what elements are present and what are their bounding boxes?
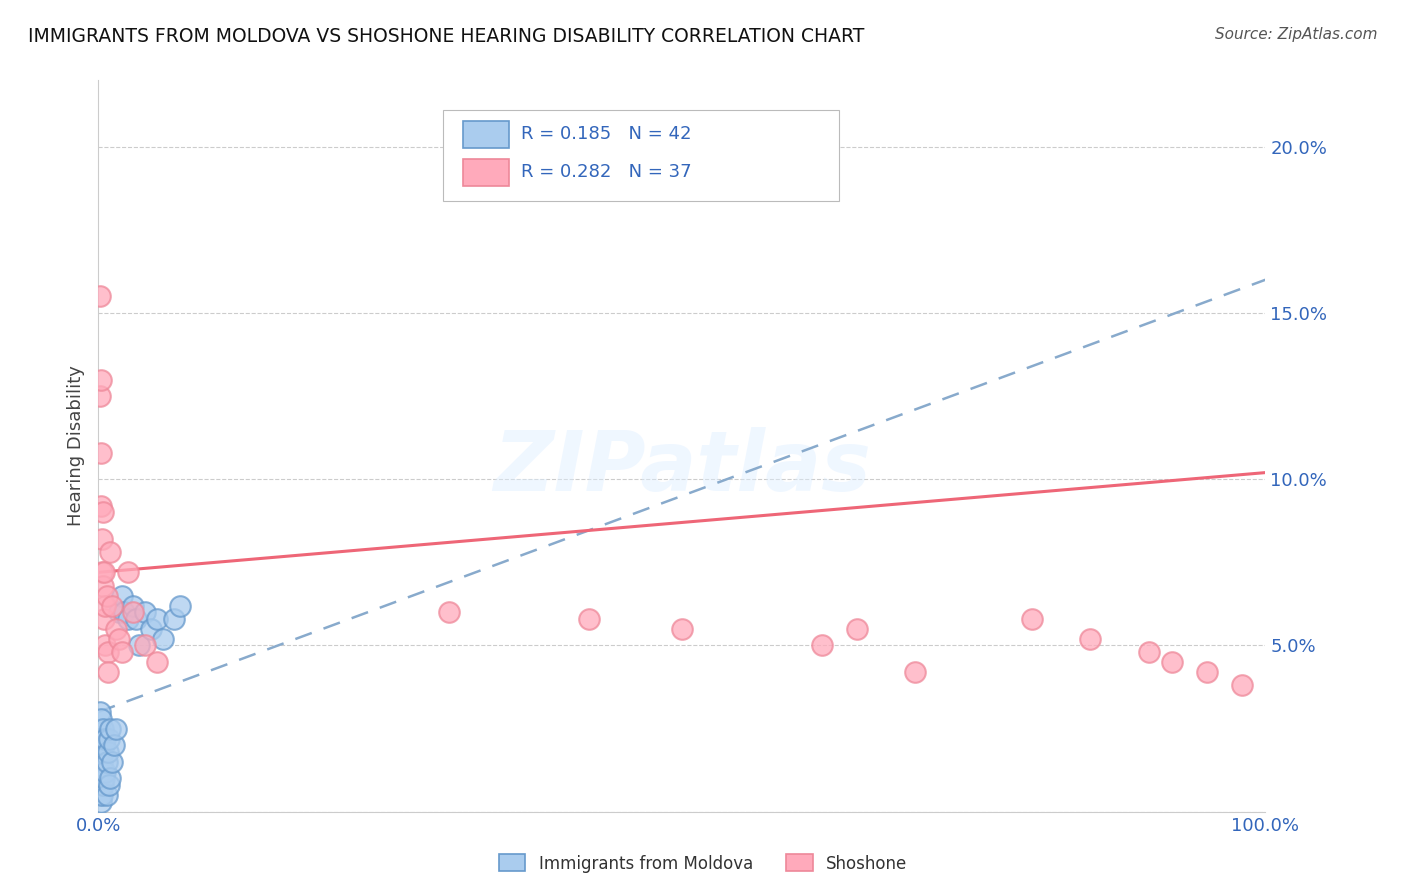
Y-axis label: Hearing Disability: Hearing Disability [66, 366, 84, 526]
Point [90, 445, 112, 459]
Point [111, 645, 134, 659]
Point [122, 605, 145, 619]
Point [846, 622, 869, 636]
Point [108, 605, 131, 619]
Point [91, 506, 114, 520]
Point [93, 738, 115, 752]
Point [163, 612, 186, 626]
Point [122, 599, 145, 613]
Point [89, 722, 111, 736]
Point [90, 731, 112, 746]
Point [1021, 612, 1043, 626]
Point [90, 499, 112, 513]
Point [103, 738, 125, 752]
Point [98, 772, 121, 786]
Point [134, 639, 156, 653]
Point [98, 722, 121, 736]
Point [89, 289, 111, 303]
Point [128, 639, 150, 653]
Point [98, 545, 121, 559]
Point [671, 622, 693, 636]
Point [97, 778, 120, 792]
Point [90, 755, 112, 769]
Point [152, 632, 174, 646]
Point [169, 599, 191, 613]
Point [90, 738, 112, 752]
Point [101, 755, 124, 769]
FancyBboxPatch shape [443, 110, 839, 201]
Point [91, 778, 114, 792]
Point [94, 599, 117, 613]
Point [97, 665, 120, 679]
Point [111, 589, 134, 603]
Point [96, 755, 118, 769]
Point [112, 605, 135, 619]
Point [97, 645, 120, 659]
Point [1195, 665, 1218, 679]
Point [117, 612, 139, 626]
Point [97, 745, 120, 759]
Point [104, 622, 127, 636]
Point [94, 639, 117, 653]
Point [437, 605, 460, 619]
Point [93, 772, 115, 786]
Point [146, 655, 169, 669]
Point [90, 566, 112, 580]
Point [146, 612, 169, 626]
Point [134, 605, 156, 619]
Point [89, 772, 111, 786]
Point [125, 612, 148, 626]
Point [96, 589, 118, 603]
Point [1230, 678, 1253, 692]
Point [90, 372, 112, 386]
FancyBboxPatch shape [463, 120, 509, 148]
Point [89, 705, 111, 719]
Point [117, 566, 139, 580]
Point [90, 795, 112, 809]
Text: ZIPatlas: ZIPatlas [494, 427, 870, 508]
Point [90, 764, 112, 779]
Point [89, 788, 111, 802]
Text: Source: ZipAtlas.com: Source: ZipAtlas.com [1215, 27, 1378, 42]
Point [93, 566, 115, 580]
Point [904, 665, 927, 679]
Point [90, 788, 112, 802]
Point [1137, 645, 1160, 659]
Point [90, 712, 112, 726]
Point [89, 745, 111, 759]
Point [91, 722, 114, 736]
Point [1161, 655, 1184, 669]
Point [104, 722, 127, 736]
Text: R = 0.282   N = 37: R = 0.282 N = 37 [520, 162, 692, 181]
FancyBboxPatch shape [463, 159, 509, 186]
Point [90, 532, 112, 546]
Point [1080, 632, 1102, 646]
Point [97, 731, 120, 746]
Point [94, 764, 117, 779]
Point [101, 599, 124, 613]
Point [91, 579, 114, 593]
Point [108, 632, 131, 646]
Point [578, 612, 600, 626]
Legend: Immigrants from Moldova, Shoshone: Immigrants from Moldova, Shoshone [492, 847, 914, 880]
Point [93, 612, 115, 626]
Point [89, 389, 111, 403]
Text: R = 0.185   N = 42: R = 0.185 N = 42 [520, 125, 692, 143]
Point [139, 622, 162, 636]
Point [91, 745, 114, 759]
Text: IMMIGRANTS FROM MOLDOVA VS SHOSHONE HEARING DISABILITY CORRELATION CHART: IMMIGRANTS FROM MOLDOVA VS SHOSHONE HEAR… [28, 27, 865, 45]
Point [94, 731, 117, 746]
Point [96, 788, 118, 802]
Point [811, 639, 834, 653]
